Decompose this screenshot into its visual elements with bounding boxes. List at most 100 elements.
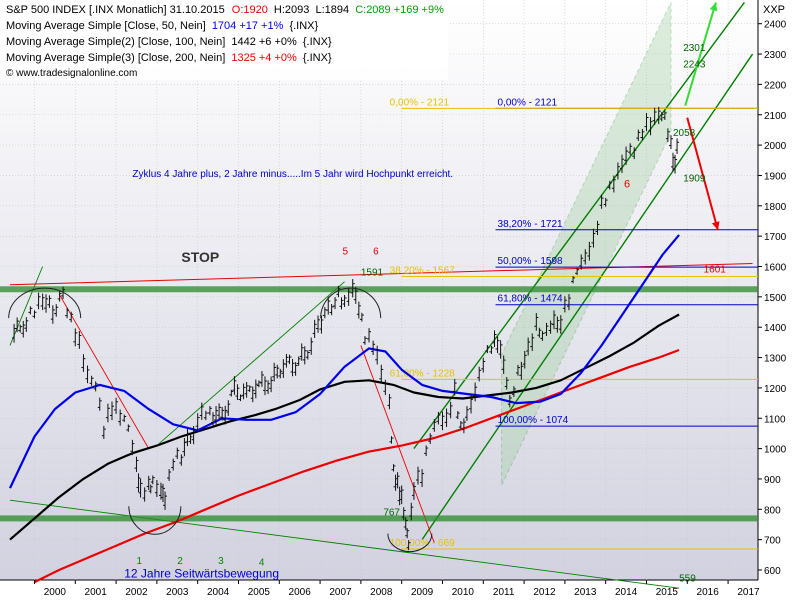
fib-label-1: 38,20% - 1721 (498, 219, 563, 230)
y-tick-label-800: 800 (764, 505, 781, 516)
old-fib-label-2: 61,80% - 1228 (390, 368, 455, 379)
fib-label-2: 50,00% - 1598 (498, 256, 563, 267)
y-tick-label-1300: 1300 (764, 354, 787, 365)
y-tick-label-1500: 1500 (764, 293, 787, 304)
chart-title: S&P 500 INDEX [.INX Monatlich] 31.10.201… (6, 4, 225, 16)
x-tick-label-2013: 2013 (574, 587, 597, 598)
support-band-1 (0, 515, 758, 522)
annotation-v559: 559 (679, 574, 696, 585)
sma50-line (9, 234, 680, 489)
fib-label-3: 61,80% - 1474 (498, 294, 563, 305)
low-value: L:1894 (315, 4, 349, 16)
fib-label-4: 100,00% - 1074 (498, 415, 569, 426)
annotation-v2243: 2243 (683, 60, 706, 71)
annotation-n2: 2 (177, 556, 183, 567)
y-tick-label-1000: 1000 (764, 445, 787, 456)
y-tick-label-700: 700 (764, 536, 781, 547)
watermark: © www.tradesignalonline.com (6, 68, 137, 79)
arrow-down-head (711, 221, 720, 231)
y-tick-label-2300: 2300 (764, 50, 787, 61)
legend-sma50-text: Moving Average Simple [Close, 50, Nein] (6, 20, 206, 32)
arc-bottom-2002 (128, 506, 182, 535)
annotation-n4: 4 (259, 557, 265, 568)
old-fib-label-1: 38,20% - 1567 (390, 266, 455, 277)
x-tick-label-2015: 2015 (656, 587, 679, 598)
legend-sma200: Moving Average Simple(3) [Close, 200, Ne… (6, 52, 332, 64)
legend-sma50: Moving Average Simple [Close, 50, Nein] … (6, 20, 319, 32)
annotation-v1601: 1601 (704, 265, 727, 276)
x-tick-label-2002: 2002 (125, 587, 148, 598)
old-fib-label-3: 100,00% - 669 (390, 538, 455, 549)
high-value: H:2093 (274, 4, 309, 16)
x-axis-background (0, 580, 800, 600)
arrow-down (686, 117, 719, 231)
x-tick-label-2008: 2008 (370, 587, 393, 598)
arc-top-2007 (320, 287, 382, 319)
annotation-v2058: 2058 (673, 128, 696, 139)
red-downtrend-2000 (58, 293, 150, 449)
legend-background (0, 0, 448, 80)
long-down-trendline (9, 499, 680, 589)
y-axis-ticks: 600 700 800 900 1000 1100 1200 1300 1400 1500 1600… (758, 20, 787, 577)
legend-sma50-tail: {.INX} (289, 20, 318, 32)
x-tick-label-2009: 2009 (411, 587, 434, 598)
y-tick-label-600: 600 (764, 566, 781, 577)
uptrend-channel-lower (421, 53, 754, 541)
legend-sma200-tail: {.INX} (303, 52, 332, 64)
support-band-0 (0, 286, 758, 293)
x-tick-label-2016: 2016 (697, 587, 720, 598)
x-axis-ticks: 2000 2001 2002 2003 2004 2005 2006 2007 2008 2009… (33, 580, 760, 598)
legend-title-row: S&P 500 INDEX [.INX Monatlich] 31.10.201… (6, 4, 444, 16)
y-tick-label-1600: 1600 (764, 263, 787, 274)
y-tick-label-1700: 1700 (764, 232, 787, 243)
sma200-line (34, 348, 680, 584)
y-tick-label-2400: 2400 (764, 20, 787, 31)
y-axis-background (758, 0, 800, 600)
open-value: O:1920 (232, 4, 268, 16)
y-tick-label-1400: 1400 (764, 323, 787, 334)
sma100-line (9, 313, 680, 541)
price-bars (12, 106, 680, 551)
x-tick-label-2014: 2014 (615, 587, 638, 598)
uptrend-shaded-channel (501, 2, 672, 486)
legend-sma50-value: 1704 +17 +1% (212, 20, 284, 32)
trend-channels (0, 2, 758, 589)
annotation-n6a: 6 (373, 246, 379, 257)
x-tick-label-2007: 2007 (329, 587, 352, 598)
fib-label-0: 0,00% - 2121 (498, 97, 558, 108)
y-tick-label-1200: 1200 (764, 384, 787, 395)
arc-bottom-2009 (387, 533, 433, 553)
x-tick-label-2001: 2001 (85, 587, 108, 598)
annotation-v2301: 2301 (683, 43, 706, 54)
annotation-n3: 3 (218, 556, 224, 567)
legend-sma100-tail: {.INX} (303, 36, 332, 48)
y-tick-label-2000: 2000 (764, 141, 787, 152)
y-tick-label-2100: 2100 (764, 111, 787, 122)
x-tick-label-2004: 2004 (207, 587, 230, 598)
annotation-n6b: 6 (624, 179, 630, 191)
y-axis-title: XXP (763, 4, 785, 16)
annotation-stop: STOP (181, 249, 219, 265)
red-downtrend-2008 (360, 345, 435, 543)
annotation-cycle_note: Zyklus 4 Jahre plus, 2 Jahre minus.....I… (132, 169, 453, 180)
close-value: C:2089 +169 +9% (355, 4, 444, 16)
legend-sma100-value: 1442 +6 +0% (231, 36, 297, 48)
y-tick-label-1900: 1900 (764, 171, 787, 182)
annotation-sideways: 12 Jahre Seitwärtsbewegung (124, 567, 279, 581)
y-tick-label-1800: 1800 (764, 202, 787, 213)
x-tick-label-2006: 2006 (289, 587, 312, 598)
annotation-v767: 767 (383, 507, 400, 518)
annotation-n1: 1 (136, 556, 142, 567)
mid-trendline (156, 281, 345, 446)
old-fib-label-0: 0,00% - 2121 (390, 97, 450, 108)
x-tick-label-2005: 2005 (248, 587, 271, 598)
uptrend-channel-upper (413, 2, 745, 450)
y-tick-label-1100: 1100 (764, 414, 786, 425)
x-tick-label-2000: 2000 (44, 587, 67, 598)
legend-sma100-text: Moving Average Simple(2) [Close, 100, Ne… (6, 36, 225, 48)
y-tick-label-2200: 2200 (764, 80, 787, 91)
arrow-up (684, 2, 717, 106)
annotation-v1591: 1591 (361, 268, 384, 279)
